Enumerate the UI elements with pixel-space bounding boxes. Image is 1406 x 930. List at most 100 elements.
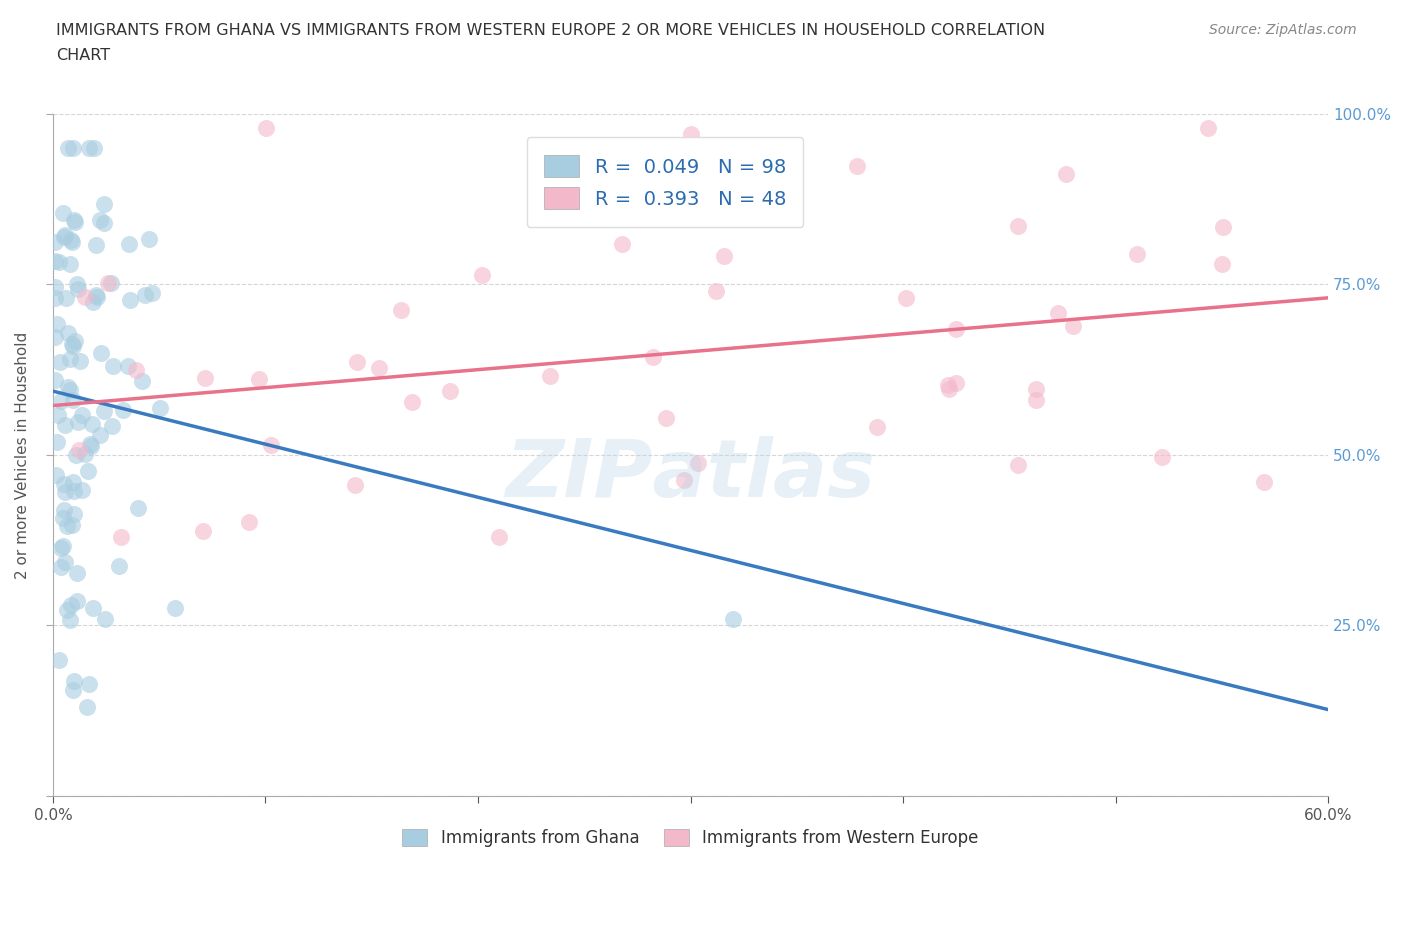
Point: [59, 352, 82, 366]
Point: [936, 377, 959, 392]
Point: [63, 215, 86, 230]
Point: [77, 676, 100, 691]
Point: [84, 287, 107, 302]
Point: [53, 476, 76, 491]
Point: [44, 291, 66, 306]
Y-axis label: 2 or more Vehicles in Household: 2 or more Vehicles in Household: [15, 331, 30, 578]
Point: [59, 613, 82, 628]
Point: [45, 467, 67, 482]
Point: [48, 254, 70, 269]
Point: [63, 213, 86, 228]
Point: [655, 411, 678, 426]
Point: [44, 330, 66, 345]
Point: [247, 371, 270, 386]
Point: [1047, 306, 1070, 321]
Point: [55, 418, 77, 432]
Point: [62, 339, 84, 353]
Point: [704, 284, 727, 299]
Point: [938, 381, 960, 396]
Point: [368, 361, 391, 376]
Point: [118, 293, 141, 308]
Point: [82, 417, 104, 432]
Point: [194, 371, 217, 386]
Point: [401, 394, 423, 409]
Point: [65, 593, 87, 608]
Point: [641, 350, 664, 365]
Point: [82, 601, 104, 616]
Point: [60, 337, 83, 352]
Point: [254, 120, 277, 135]
Point: [51, 393, 73, 408]
Point: [111, 402, 134, 417]
Point: [63, 507, 86, 522]
Point: [1197, 120, 1219, 135]
Point: [1126, 246, 1149, 261]
Point: [94, 612, 117, 627]
Point: [70, 407, 93, 422]
Point: [70, 483, 93, 498]
Point: [80, 439, 103, 454]
Point: [673, 472, 696, 487]
Text: ZIP​atlas: ZIP​atlas: [506, 436, 876, 514]
Point: [149, 401, 172, 416]
Point: [90, 346, 112, 361]
Point: [845, 158, 868, 173]
Point: [62, 484, 84, 498]
Point: [62, 683, 84, 698]
Point: [488, 529, 510, 544]
Point: [60, 232, 83, 247]
Point: [52, 206, 75, 220]
Point: [101, 358, 124, 373]
Point: [610, 237, 633, 252]
Text: IMMIGRANTS FROM GHANA VS IMMIGRANTS FROM WESTERN EUROPE 2 OR MORE VEHICLES IN HO: IMMIGRANTS FROM GHANA VS IMMIGRANTS FROM…: [56, 23, 1046, 38]
Point: [343, 477, 366, 492]
Point: [63, 334, 86, 349]
Point: [688, 456, 710, 471]
Point: [79, 436, 101, 451]
Point: [76, 699, 98, 714]
Point: [100, 418, 122, 433]
Point: [65, 447, 87, 462]
Point: [52, 503, 75, 518]
Point: [127, 500, 149, 515]
Point: [44, 372, 66, 387]
Point: [93, 216, 115, 231]
Point: [1150, 450, 1173, 465]
Point: [53, 554, 76, 569]
Point: [125, 363, 148, 378]
Point: [53, 485, 76, 499]
Point: [62, 140, 84, 155]
Legend: Immigrants from Ghana, Immigrants from Western Europe: Immigrants from Ghana, Immigrants from W…: [394, 821, 987, 856]
Point: [1007, 458, 1029, 472]
Point: [141, 286, 163, 300]
Point: [1025, 382, 1047, 397]
Point: [53, 228, 76, 243]
Point: [163, 601, 186, 616]
Point: [865, 419, 887, 434]
Point: [1253, 475, 1275, 490]
Point: [134, 287, 156, 302]
Point: [346, 354, 368, 369]
Point: [93, 404, 115, 418]
Point: [56, 380, 79, 395]
Point: [108, 559, 131, 574]
Point: [69, 353, 91, 368]
Point: [89, 213, 111, 228]
Point: [83, 140, 105, 155]
Point: [538, 368, 561, 383]
Point: [67, 443, 90, 458]
Point: [1212, 219, 1234, 234]
Point: [44, 280, 66, 295]
Point: [439, 384, 461, 399]
Point: [77, 463, 100, 478]
Point: [945, 376, 967, 391]
Point: [52, 230, 75, 245]
Point: [62, 392, 84, 407]
Point: [46, 407, 69, 422]
Point: [238, 515, 260, 530]
Point: [49, 560, 72, 575]
Point: [93, 196, 115, 211]
Point: [62, 475, 84, 490]
Text: CHART: CHART: [56, 48, 110, 63]
Point: [191, 524, 214, 538]
